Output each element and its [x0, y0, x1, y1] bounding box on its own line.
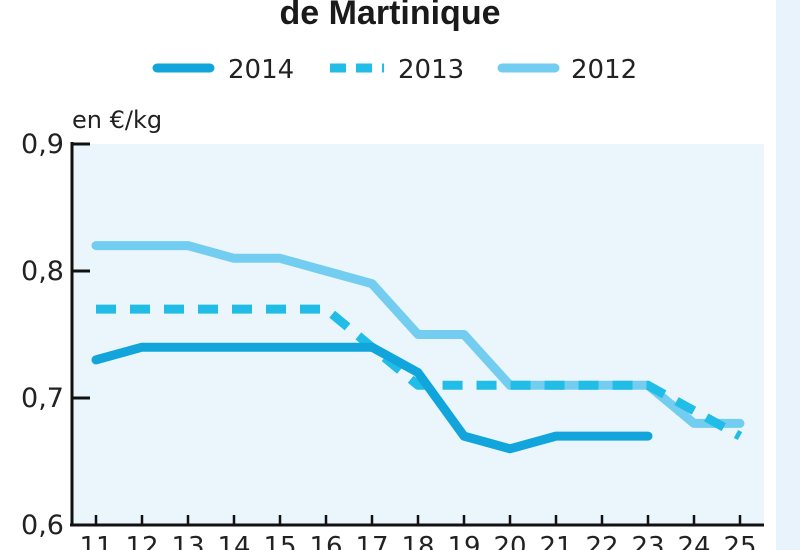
x-tick-label: 17 [355, 532, 388, 550]
x-tick-label: 22 [585, 532, 618, 550]
x-tick-label: 25 [723, 532, 756, 550]
x-tick-label: 15 [263, 532, 296, 550]
y-tick-label: 0,9 [21, 129, 64, 160]
x-tick-label: 20 [493, 532, 526, 550]
axes: 0,9 0,8 0,7 0,6 11 12 13 14 15 16 17 18 19 20 21 22 23 24… [21, 129, 764, 550]
x-tick-label: 21 [539, 532, 572, 550]
side-strip [776, 0, 800, 550]
x-tick-label: 23 [631, 532, 664, 550]
x-tick-label: 19 [447, 532, 480, 550]
legend: 2014 2013 2012 [152, 55, 637, 85]
legend-label-2012: 2012 [571, 55, 637, 85]
x-tick-label: 13 [171, 532, 204, 550]
series-line-2012 [91, 241, 745, 428]
series-layer [91, 241, 745, 454]
x-tick-label: 12 [125, 532, 158, 550]
y-tick-label: 0,6 [21, 510, 64, 541]
y-tick-label: 0,8 [21, 256, 64, 287]
x-tick-label: 14 [217, 532, 250, 550]
y-axis-unit-label: en €/kg [72, 106, 162, 134]
x-tick-label: 18 [401, 532, 434, 550]
y-tick-label: 0,7 [21, 383, 64, 414]
legend-label-2014: 2014 [228, 55, 294, 85]
series-line-2014 [91, 342, 653, 454]
series-line-2013 [96, 304, 743, 441]
legend-label-2013: 2013 [398, 55, 464, 85]
x-tick-label: 16 [309, 532, 342, 550]
chart-title: de Martinique [279, 0, 500, 32]
x-tick-label: 24 [677, 532, 710, 550]
x-tick-label: 11 [79, 532, 112, 550]
